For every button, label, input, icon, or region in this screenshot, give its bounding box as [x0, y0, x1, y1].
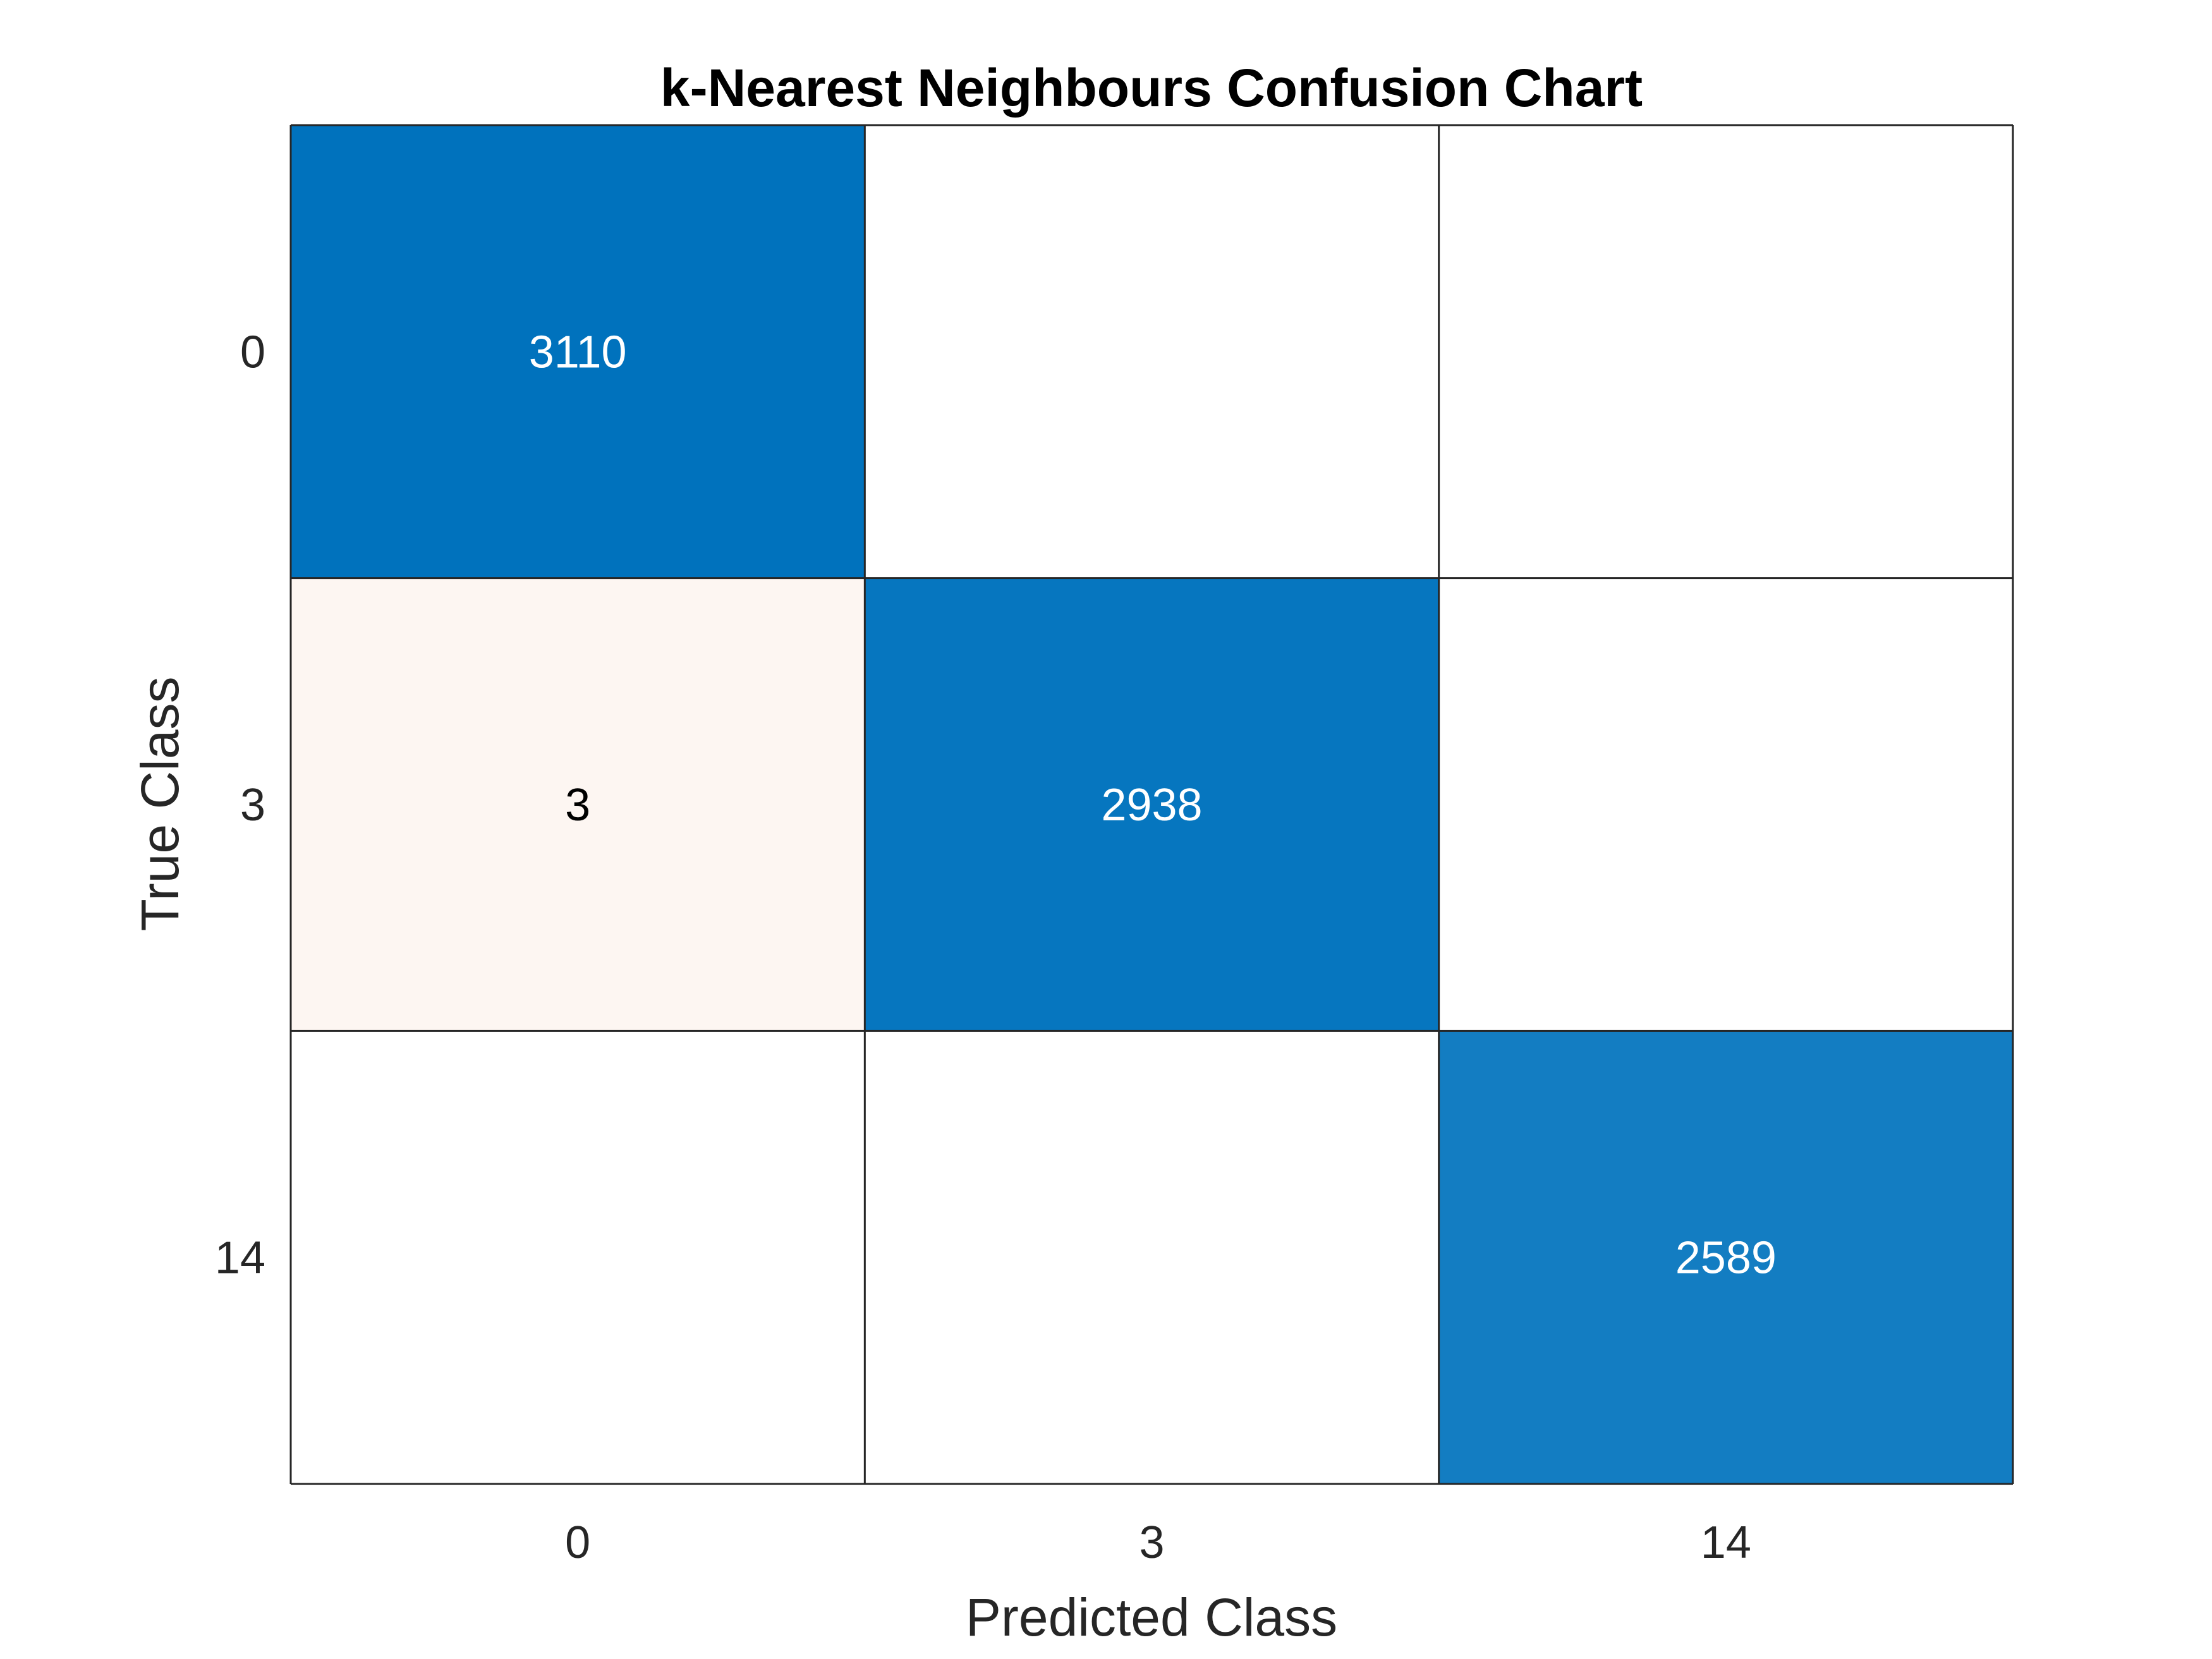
cell-value-3-0: 3	[565, 780, 590, 830]
x-tick-label-14: 14	[1701, 1517, 1751, 1568]
x-axis-ticks: 0 3 14	[565, 1517, 1751, 1568]
x-axis-label: Predicted Class	[966, 1588, 1337, 1647]
heatmap-cell-0-3	[865, 125, 1439, 578]
heatmap-cell-14-0	[291, 1031, 865, 1484]
cell-value-14-14: 2589	[1675, 1233, 1777, 1284]
chart-title: k-Nearest Neighbours Confusion Chart	[660, 58, 1643, 118]
x-tick-label-0: 0	[565, 1517, 590, 1568]
heatmap-cell-14-14	[1438, 1031, 2013, 1484]
y-axis-label: True Class	[130, 677, 190, 932]
heatmap-cell-0-0	[291, 125, 865, 578]
cell-value-3-3: 2938	[1101, 780, 1202, 830]
y-tick-label-3: 3	[240, 780, 265, 830]
y-tick-label-0: 0	[240, 327, 265, 377]
heatmap-cell-0-14	[1438, 125, 2013, 578]
x-tick-label-3: 3	[1139, 1517, 1164, 1568]
y-tick-label-14: 14	[215, 1233, 265, 1284]
y-axis-ticks: 0 3 14	[215, 327, 265, 1283]
heatmap-cell-14-3	[865, 1031, 1439, 1484]
heatmap-cell-3-0	[291, 578, 865, 1031]
heatmap-cell-3-3	[865, 578, 1439, 1031]
cell-value-labels: 3110 3 2938 2589	[529, 327, 1777, 1283]
heatmap-cells	[291, 125, 2013, 1484]
cell-value-0-0: 3110	[529, 327, 627, 377]
heatmap-grid	[289, 124, 2014, 1485]
heatmap-cell-3-14	[1438, 578, 2013, 1031]
